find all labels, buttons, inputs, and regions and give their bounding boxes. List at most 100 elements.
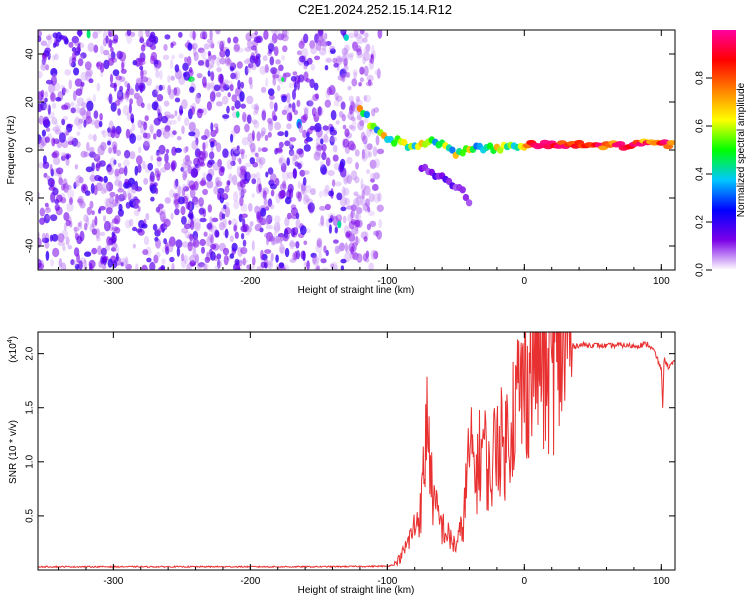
spectrogram-noise-cell xyxy=(252,256,256,266)
spectrogram-noise-cell xyxy=(267,117,273,124)
spectrogram-noise-cell xyxy=(352,69,358,76)
spectrogram-noise-cell xyxy=(364,32,369,38)
spectrogram-noise-cell xyxy=(258,147,262,153)
spectrogram-noise-cell xyxy=(80,71,88,81)
spectrogram-noise-cell xyxy=(210,92,215,99)
spectrogram-noise-cell xyxy=(317,106,322,116)
spectrogram-noise-cell xyxy=(71,47,77,52)
spectrogram-noise-cell xyxy=(363,65,369,77)
spectrogram-noise-cell xyxy=(163,44,168,51)
spectrogram-noise-cell xyxy=(207,70,211,77)
spectrogram-noise-cell xyxy=(177,115,181,122)
spectrogram-noise-cell xyxy=(91,210,95,216)
spectrogram-noise-cell xyxy=(284,196,292,205)
spectrogram-noise-cell xyxy=(356,207,363,215)
spectrogram-noise-cell xyxy=(102,129,107,138)
spectrogram-noise-cell xyxy=(333,162,340,171)
spectrogram-noise-cell xyxy=(325,249,329,257)
spectrogram-noise-cell xyxy=(117,208,124,217)
spectrogram-noise-cell xyxy=(108,57,114,66)
spectrogram-noise-cell xyxy=(375,230,379,237)
spectrogram-noise-cell xyxy=(196,262,203,270)
spectrogram-noise-cell xyxy=(206,101,212,111)
spectrogram-noise-cell xyxy=(181,162,189,169)
spectrogram-noise-cell xyxy=(110,46,114,53)
spectrogram-noise-cell xyxy=(373,158,380,169)
spectrogram-noise-cell xyxy=(124,80,128,88)
spectrogram-noise-cell xyxy=(43,213,51,224)
spectrogram-noise-cell xyxy=(118,203,123,212)
spectrogram-noise-cell xyxy=(254,103,259,114)
spectrogram-noise-cell xyxy=(290,227,296,238)
spectrogram-noise-cell xyxy=(359,119,365,127)
spectrogram-noise-cell xyxy=(231,242,238,252)
spectrogram-noise-cell xyxy=(210,243,217,250)
spectrogram-noise-cell xyxy=(112,199,117,208)
spectrogram-noise-cell xyxy=(127,192,132,201)
spectrogram-noise-cell xyxy=(44,97,48,103)
spectrogram-noise-cell xyxy=(216,101,223,107)
spectrogram-noise-cell xyxy=(266,214,273,225)
spectrogram-noise-cell xyxy=(221,193,229,200)
spectrogram-noise-cell xyxy=(333,99,340,107)
spectrogram-noise-cell xyxy=(369,58,373,64)
spectrogram-noise-cell xyxy=(320,215,325,226)
spectrogram-noise-cell xyxy=(118,194,125,202)
spectrogram-noise-cell xyxy=(362,37,368,43)
spectrogram-noise-cell xyxy=(204,140,209,149)
spectrogram-noise-cell xyxy=(74,103,80,114)
spectrogram-noise-cell xyxy=(110,247,117,252)
spectrogram-noise-cell xyxy=(70,107,76,114)
spectrogram-noise-cell xyxy=(278,157,286,167)
spectrogram-noise-cell xyxy=(146,103,152,111)
spectrogram-noise-cell xyxy=(239,196,244,207)
spectrogram-noise-cell xyxy=(227,92,231,98)
spectrogram-noise-cell xyxy=(39,217,46,225)
spectrogram-noise-cell xyxy=(358,82,362,87)
spectrogram-noise-cell xyxy=(107,239,112,247)
spectrogram-noise-cell xyxy=(373,172,381,180)
spectrogram-noise-cell xyxy=(53,138,60,144)
spectrogram-noise-cell xyxy=(95,228,101,239)
spectrogram-noise-cell xyxy=(212,162,220,171)
spectrogram-noise-cell xyxy=(58,177,64,185)
spectrogram-noise-cell xyxy=(251,240,255,251)
spectrogram-noise-cell xyxy=(355,162,359,170)
spectrogram-noise-cell xyxy=(129,151,136,160)
spectrogram-noise-cell xyxy=(216,67,222,73)
spectrogram-noise-cell xyxy=(216,56,221,67)
spectrogram-noise-cell xyxy=(122,105,129,116)
spectrogram-x-tick-label: 0 xyxy=(522,276,528,287)
spectrogram-noise-cell xyxy=(237,157,242,162)
spectrogram-noise-cell xyxy=(210,43,215,49)
spectrogram-noise-cell xyxy=(297,121,302,129)
spectrogram-noise-cell xyxy=(261,110,267,121)
spectrogram-noise-cell xyxy=(173,179,179,190)
spectrogram-noise-cell xyxy=(177,184,182,196)
spectrogram-noise-cell xyxy=(263,30,269,40)
spectrogram-noise-cell xyxy=(286,106,293,115)
spectrogram-y-tick-label: -20 xyxy=(25,190,36,205)
spectrogram-noise-cell xyxy=(134,209,140,216)
spectrogram-noise-cell xyxy=(100,183,104,192)
spectrogram-noise-cell xyxy=(77,43,81,53)
spectrogram-noise-cell xyxy=(54,129,62,135)
spectrogram-noise-cell xyxy=(306,57,313,65)
spectrogram-noise-cell xyxy=(366,169,370,175)
spectrogram-noise-cell xyxy=(219,81,227,92)
spectrogram-noise-cell xyxy=(269,100,274,110)
spectrogram-noise-cell xyxy=(323,245,327,253)
spectrogram-noise-cell xyxy=(342,124,347,130)
spectrogram-noise-cell xyxy=(210,71,215,82)
spectrogram-noise-cell xyxy=(223,204,227,210)
spectrogram-noise-cell xyxy=(189,86,195,93)
spectrogram-noise-cell xyxy=(182,184,187,191)
spectrogram-noise-cell xyxy=(182,170,187,181)
spectrogram-noise-cell xyxy=(58,258,63,268)
spectrogram-noise-cell xyxy=(343,58,348,67)
spectrogram-noise-cell xyxy=(42,237,50,243)
spectrogram-noise-cell xyxy=(140,44,146,52)
spectrogram-noise-cell xyxy=(367,206,371,213)
spectrogram-noise-cell xyxy=(333,62,339,68)
spectrogram-noise-cell xyxy=(174,86,181,97)
